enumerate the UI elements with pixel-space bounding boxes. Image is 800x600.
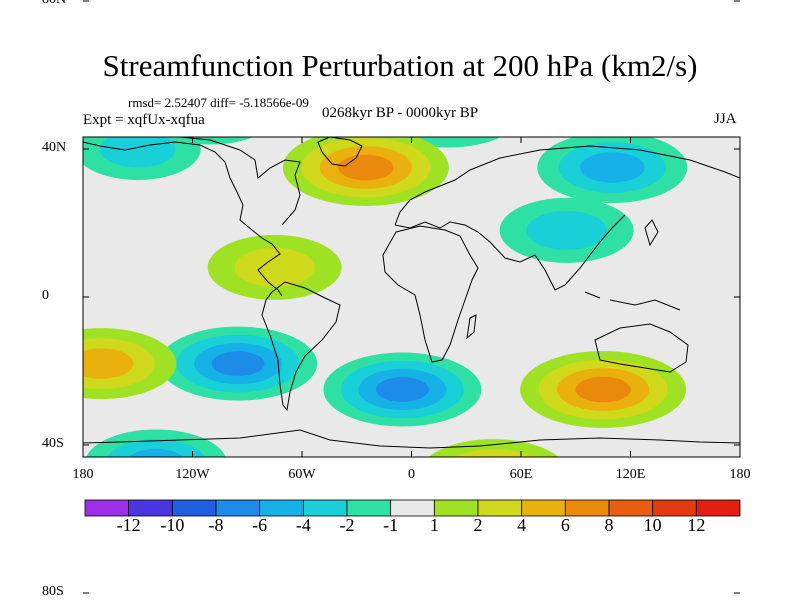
lon-label: 180: [72, 467, 94, 482]
contour-region-14-level-1: [455, 449, 533, 457]
colorbar-level-label: 1: [429, 515, 439, 535]
colorbar-level-label: -4: [295, 515, 311, 535]
colorbar-box: [608, 499, 654, 517]
colorbar-level-label: -12: [116, 515, 141, 535]
contour-region-13-level-3: [575, 376, 631, 403]
lat-label: 0: [42, 288, 49, 303]
lat-label: 40N: [42, 140, 67, 155]
colorbar-box: [477, 499, 523, 517]
colorbar-box: [346, 499, 392, 517]
season-label: JJA: [714, 111, 737, 127]
contour-region-1-level-1: [171, 93, 251, 132]
contour-region-10-level-3: [211, 351, 265, 376]
colorbar: [84, 499, 741, 517]
lat-label: 40S: [42, 436, 64, 451]
contour-region-0-level-2: [233, 52, 297, 82]
colorbar-box: [302, 499, 348, 517]
lon-label: 60E: [509, 467, 533, 482]
colorbar-box: [84, 499, 130, 517]
colorbar-level-label: -6: [252, 515, 268, 535]
contour-region-15-level-2: [128, 448, 184, 457]
contour-region-11-level-3: [376, 377, 429, 402]
plot-title: Streamfunction Perturbation at 200 hPa (…: [102, 48, 698, 83]
contour-region-7-level-1: [647, 27, 723, 64]
colorbar-level-label: 2: [473, 515, 483, 535]
colorbar-level-label: 10: [643, 515, 662, 535]
colorbar-level-label: 12: [687, 515, 706, 535]
period-label: 0268kyr BP - 0000kyr BP: [322, 105, 479, 121]
colorbar-level-label: -10: [160, 515, 185, 535]
colorbar-level-label: -8: [208, 515, 224, 535]
contour-region-8-level-2: [580, 152, 645, 183]
colorbar-level-label: 4: [517, 515, 527, 535]
lat-label: 80N: [42, 0, 76, 8]
colorbar-box: [695, 499, 741, 517]
coastline-layer: [83, 137, 740, 449]
contour-region-9-level-1: [526, 210, 607, 250]
colorbar-box: [171, 499, 217, 517]
lon-label: 0: [408, 467, 415, 482]
lon-label: 60W: [288, 467, 316, 482]
colorbar-box: [521, 499, 566, 517]
contour-region-12-level-2: [83, 348, 134, 379]
contour-region-6-level-4: [497, 64, 544, 86]
contour-region-2-level-1: [99, 137, 176, 168]
contour-region-0-level-1: [212, 42, 319, 93]
lat-label: 80S: [42, 584, 64, 599]
colorbar-box: [433, 499, 479, 517]
lon-label: 120W: [175, 467, 210, 482]
contour-region-6-level-3: [481, 57, 560, 93]
lon-label: 120E: [615, 467, 646, 482]
contour-region-7-level-0: [622, 14, 748, 76]
colorbar-level-label: -2: [339, 515, 355, 535]
colorbar-box: [215, 499, 261, 517]
colorbar-box: [564, 499, 610, 517]
colorbar-box: [259, 499, 304, 517]
contour-region-5-level-1: [234, 247, 315, 287]
contour-region-3-level-2: [416, 97, 480, 127]
contour-region-4-level-3: [338, 154, 394, 181]
contour-region-6-level-0: [434, 35, 608, 115]
contour-region-6-level-1: [450, 42, 592, 107]
contour-region-0-level-0: [191, 32, 341, 103]
contour-region-3-level-1: [439, 137, 457, 138]
colorbar-level-label: 6: [560, 515, 570, 535]
lon-label: 180: [729, 467, 751, 482]
contour-region-1-level-0: [167, 137, 254, 145]
contour-region-15-level-1: [107, 439, 205, 457]
contour-fill-layer: [83, 14, 748, 457]
colorbar-box: [128, 499, 173, 517]
stats-label: rmsd= 2.52407 diff= -5.18566e-09: [128, 95, 309, 110]
colorbar-level-label: -1: [383, 515, 399, 535]
experiment-label: Expt = xqfUx-xqfua: [83, 112, 205, 128]
contour-region-14-level-0: [428, 439, 559, 457]
contour-region-6-level-2: [466, 50, 577, 101]
axis-ticks: [82, 0, 741, 594]
colorbar-box: [652, 499, 697, 517]
colorbar-level-label: 8: [604, 515, 614, 535]
colorbar-box: [390, 499, 435, 517]
